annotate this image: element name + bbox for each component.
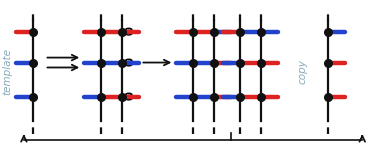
Text: template: template [2, 48, 12, 95]
Text: copy: copy [297, 59, 307, 84]
